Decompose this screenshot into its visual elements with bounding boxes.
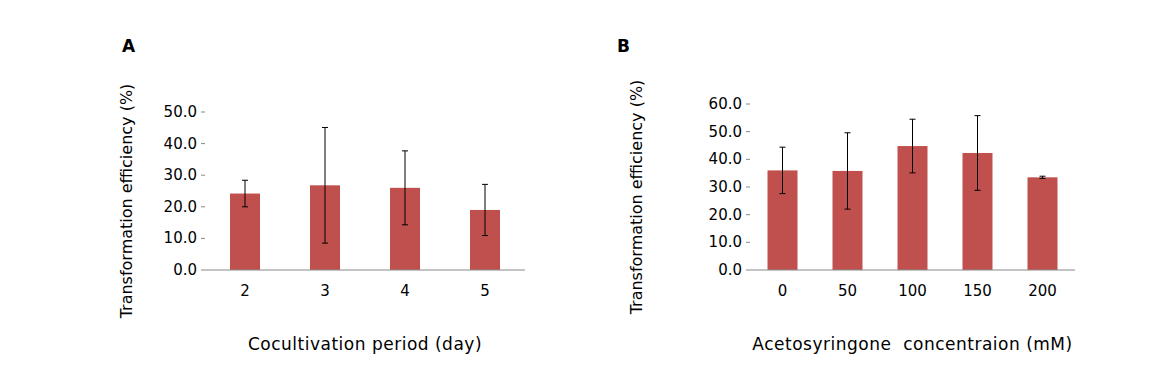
y-tick	[746, 187, 750, 188]
y-tick-label: 20.0	[709, 206, 742, 224]
x-tick-label: 4	[400, 282, 410, 300]
panel-label: A	[122, 36, 136, 56]
error-bar	[242, 180, 248, 207]
y-tick	[201, 112, 205, 113]
x-tick-label: 200	[1028, 282, 1057, 300]
y-tick-label: 60.0	[709, 95, 742, 113]
error-bar	[482, 184, 488, 235]
error-bar	[845, 133, 851, 209]
error-bar	[402, 151, 408, 225]
y-tick	[201, 206, 205, 207]
y-tick	[746, 242, 750, 243]
y-tick	[746, 104, 750, 105]
y-tick-label: 30.0	[164, 166, 197, 184]
x-axis-title: Cocultivation period (day)	[248, 334, 482, 354]
y-axis-title: Transformation efficiency (%)	[117, 84, 136, 320]
y-tick	[201, 238, 205, 239]
y-tick	[746, 159, 750, 160]
x-axis-line	[750, 270, 1075, 271]
x-tick-label: 50	[838, 282, 857, 300]
figure: A Transformation efficiency (%) Cocultivat…	[0, 0, 1159, 374]
plot-area	[230, 127, 500, 270]
plot-area	[768, 116, 1058, 270]
x-tick-label: 0	[778, 282, 788, 300]
error-bar	[1040, 176, 1046, 178]
x-axis-title: Acetosyringone concentraion (mM)	[752, 334, 1072, 354]
y-axis-title: Transformation efficiency (%)	[627, 80, 646, 316]
y-tick-label: 10.0	[709, 233, 742, 251]
x-tick-label: 100	[898, 282, 927, 300]
y-tick	[201, 175, 205, 176]
y-tick-label: 20.0	[164, 198, 197, 216]
x-tick-label: 150	[963, 282, 992, 300]
y-tick	[201, 143, 205, 144]
y-tick-label: 40.0	[164, 135, 197, 153]
y-tick-label: 0.0	[173, 261, 197, 279]
x-tick-label: 5	[480, 282, 490, 300]
panel-label: B	[617, 36, 630, 56]
y-tick-label: 50.0	[709, 123, 742, 141]
y-tick-label: 40.0	[709, 150, 742, 168]
chart-panel: B Transformation efficiency (%) Acetosyrin…	[617, 36, 1075, 354]
y-tick-label: 30.0	[709, 178, 742, 196]
bar	[1028, 177, 1058, 270]
x-tick-label: 2	[240, 282, 250, 300]
error-bar	[910, 119, 916, 173]
error-bar	[975, 116, 981, 191]
y-tick	[746, 270, 750, 271]
x-tick-label: 3	[320, 282, 330, 300]
y-tick	[746, 214, 750, 215]
y-tick-label: 10.0	[164, 229, 197, 247]
y-tick-label: 0.0	[718, 261, 742, 279]
error-bar	[322, 127, 328, 243]
y-tick	[201, 270, 205, 271]
chart-panel: A Transformation efficiency (%) Cocultivat…	[117, 36, 525, 354]
x-axis-line	[205, 270, 525, 271]
y-tick	[746, 131, 750, 132]
y-tick-label: 50.0	[164, 103, 197, 121]
error-bar	[780, 147, 786, 193]
